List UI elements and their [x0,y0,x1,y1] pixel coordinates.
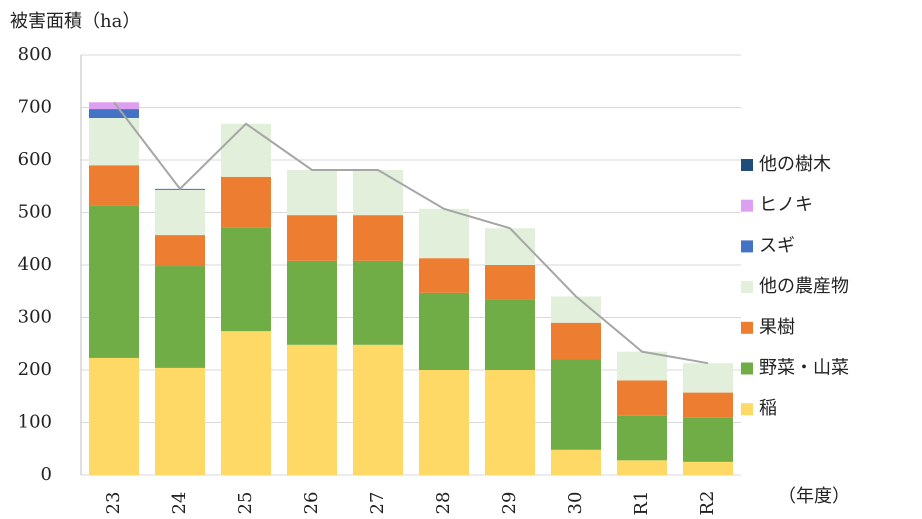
x-tick-label: 29 [499,492,520,515]
bar-segment [485,299,535,370]
bar-segment [155,367,205,475]
y-axis-title: 被害面積（ha） [10,11,140,32]
bar-segment [485,370,535,475]
bar-segment [287,344,337,475]
bar-segment [683,417,733,462]
bar-segment [221,331,271,475]
legend-label: 果樹 [759,317,795,338]
bar-segment [683,363,733,393]
bar-segment [287,215,337,261]
x-tick-label: R1 [631,490,652,515]
legend-swatch [741,321,753,334]
legend-label: スギ [759,235,795,256]
bar-segment [353,169,403,216]
bar-segment [617,415,667,461]
y-tick-label: 0 [41,464,52,485]
legend-label: 野菜・山菜 [759,358,849,379]
bar-segment [419,258,469,293]
y-tick-label: 800 [18,44,52,65]
bar-segment [287,169,337,216]
y-tick-label: 500 [18,202,52,223]
x-tick-label: 28 [433,492,454,515]
bar-segment [419,370,469,475]
bar-segment [221,176,271,228]
bar-segment [419,292,469,370]
y-tick-label: 300 [18,307,52,328]
x-tick-label: 26 [301,492,322,515]
y-tick-label: 700 [18,97,52,118]
y-tick-label: 400 [18,254,52,275]
bar-segment [89,165,139,206]
legend-swatch [741,403,753,416]
total-line [113,101,709,365]
x-tick-label: 24 [169,492,190,515]
bar-segment [89,205,139,358]
bar-segment [353,260,403,345]
bar-segment [155,235,205,267]
bar-segment [89,109,139,118]
legend-label: 稲 [759,398,777,419]
x-axis-title: （年度） [778,486,850,507]
x-tick-label: 27 [367,492,388,515]
bar-segment [89,118,139,166]
legend-label: 他の農産物 [759,276,849,297]
legend-swatch [741,240,753,253]
x-tick-label: 30 [565,492,586,515]
bar-segment [419,208,469,259]
y-tick-label: 200 [18,359,52,380]
legend-label: ヒノキ [759,195,813,216]
x-tick-label: 25 [235,492,256,515]
legend-label: 他の樹木 [759,154,831,175]
bar-segment [617,380,667,416]
bar-segment [353,344,403,475]
y-tick-label: 600 [18,149,52,170]
bar-segment [89,102,139,110]
bar-segment [353,215,403,261]
y-tick-label: 100 [18,412,52,433]
bar-segment [221,227,271,332]
bar-segment [617,460,667,475]
bar-segment [551,449,601,475]
x-tick-label: 23 [103,492,124,515]
bar-segment [617,351,667,381]
legend-swatch [741,159,753,171]
x-tick-label: R2 [697,490,718,515]
bar-segment [287,260,337,345]
legend-swatch [741,199,753,212]
bar-segment [89,357,139,475]
bar-segment [551,296,601,323]
bar-segment [155,189,205,236]
bar-segment [221,123,271,177]
bar-segment [485,265,535,300]
legend-swatch [741,281,753,294]
bar-segment [551,359,601,450]
bar-segment [683,461,733,475]
bar-segment [551,322,601,360]
bar-segment [155,266,205,368]
bar-segment [683,392,733,418]
legend-swatch [741,362,753,375]
